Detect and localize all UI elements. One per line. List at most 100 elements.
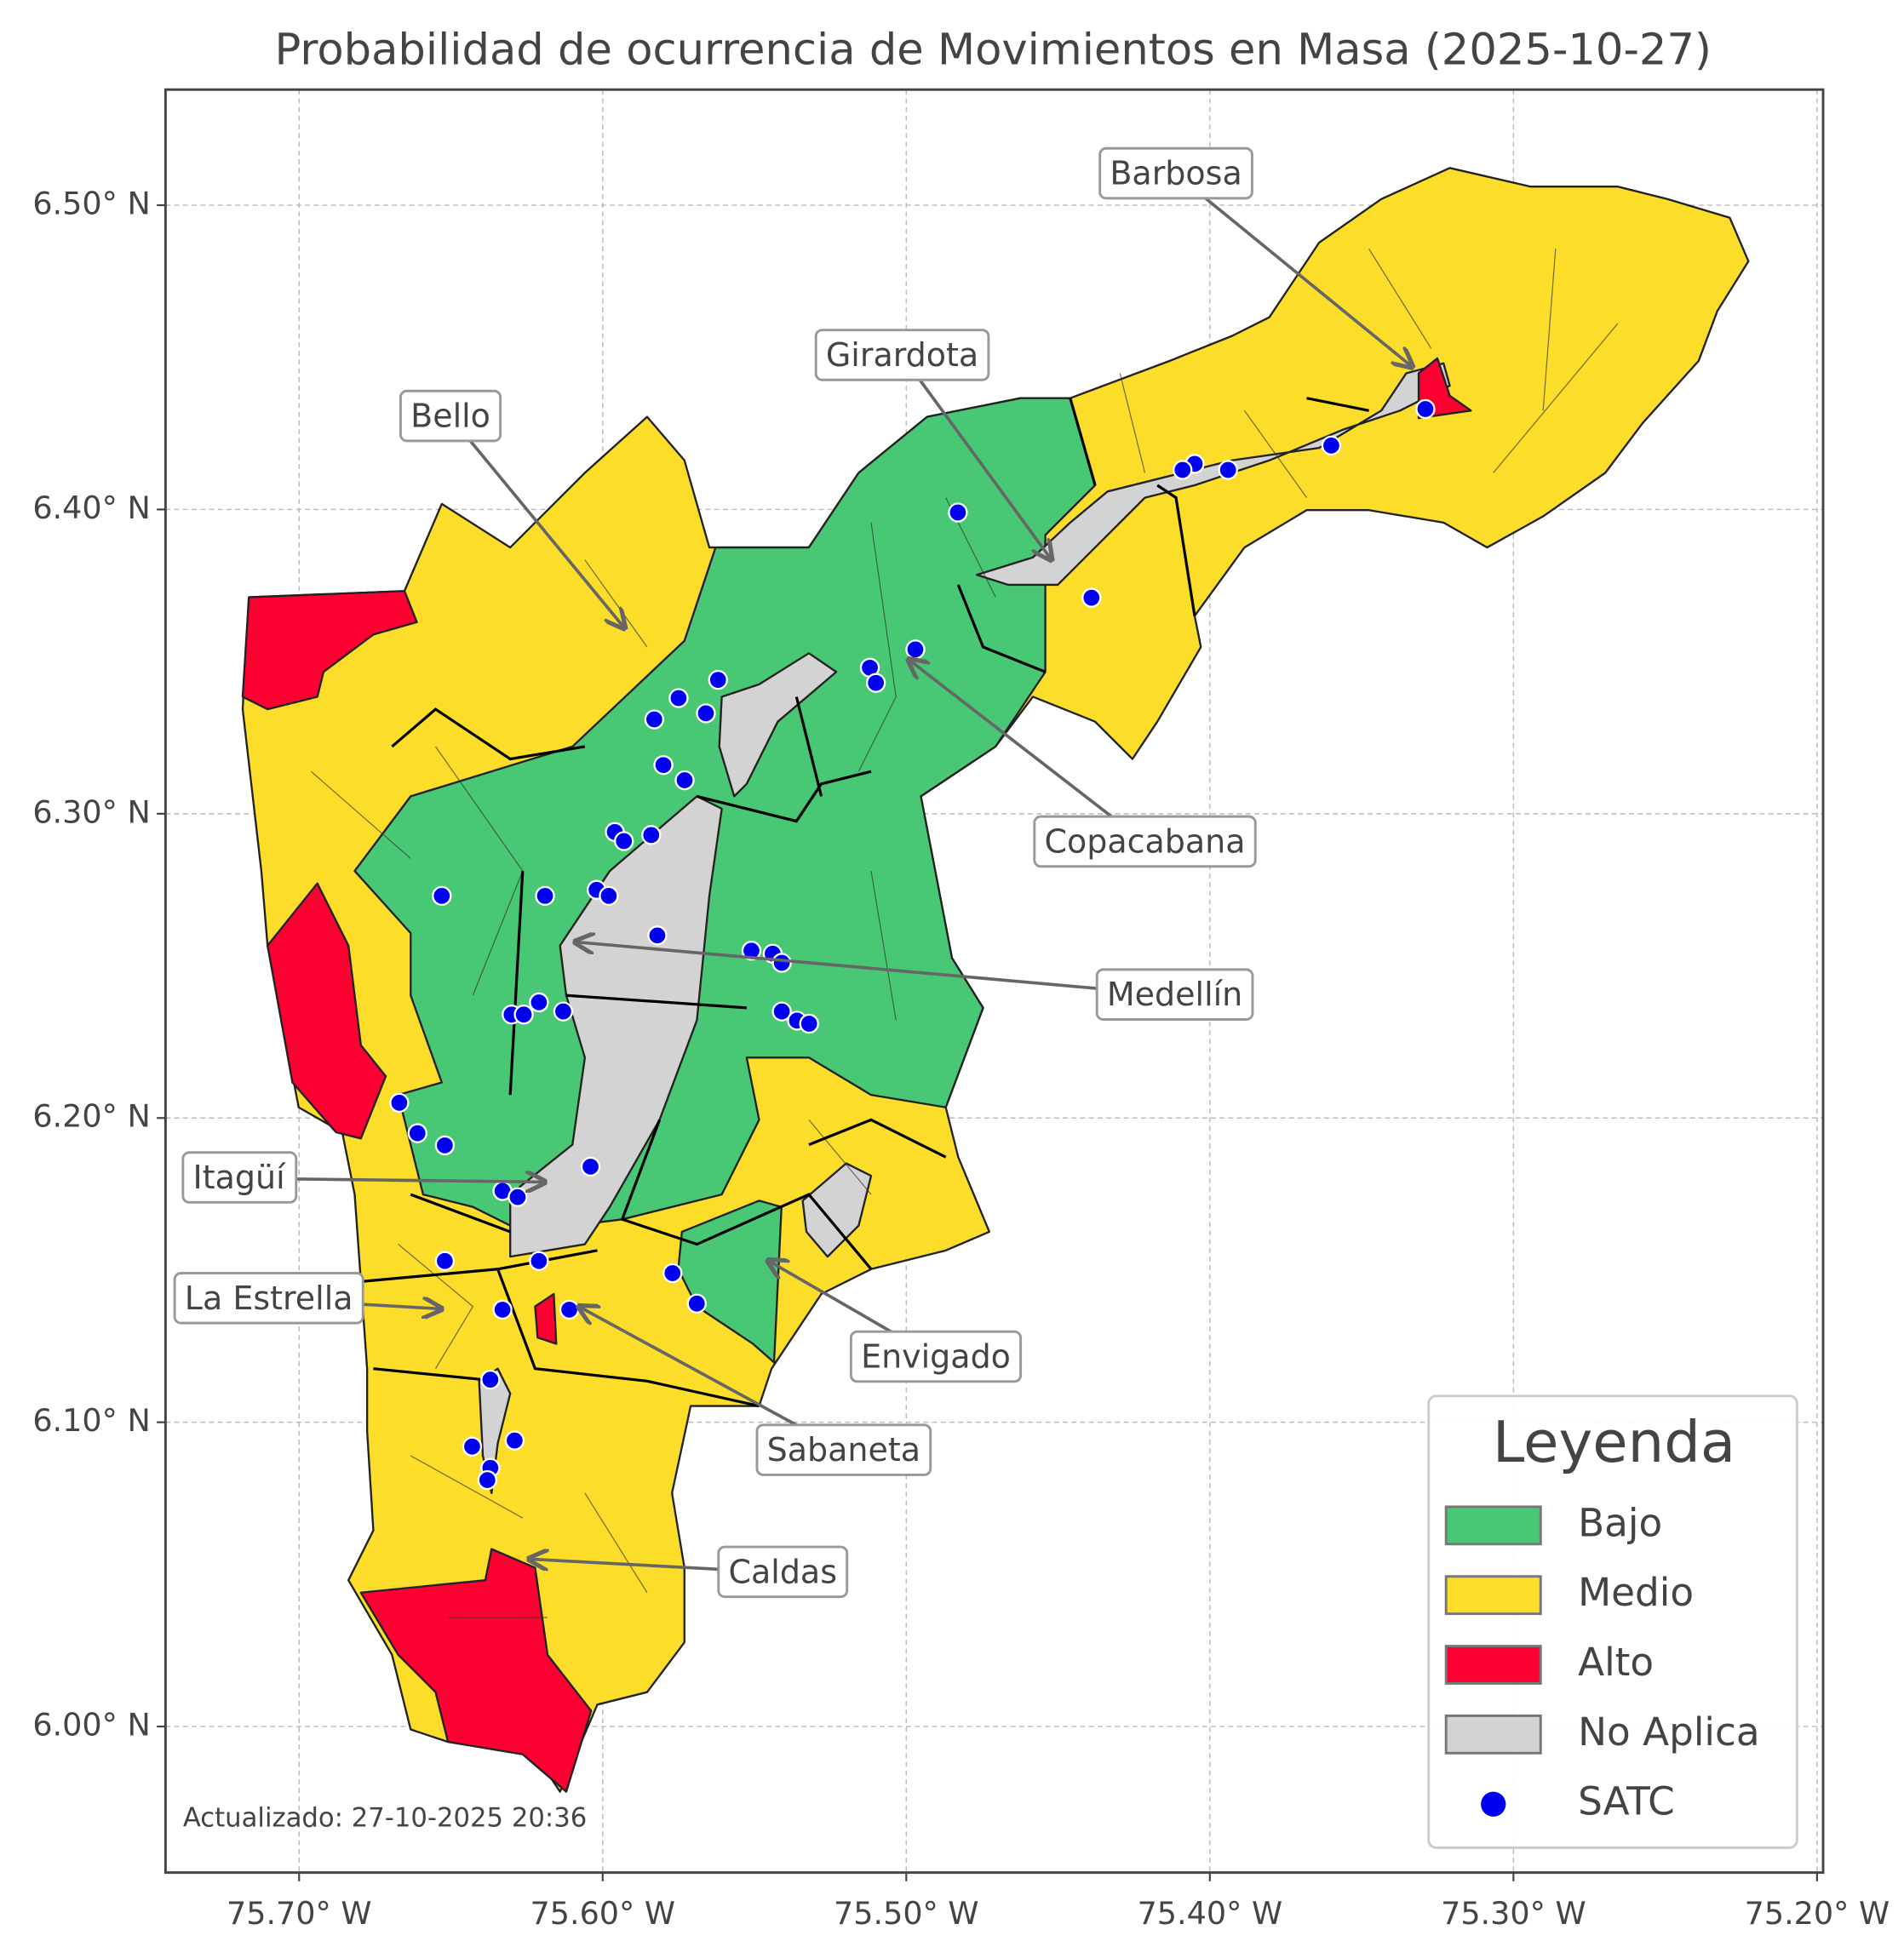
legend-marker bbox=[1481, 1791, 1506, 1817]
annotation-box bbox=[1095, 968, 1254, 1021]
satc-point bbox=[674, 770, 695, 791]
region-alto bbox=[267, 882, 387, 1140]
annotation-box bbox=[755, 1423, 932, 1476]
annotation-label: Sabaneta bbox=[767, 1431, 920, 1469]
satc-point bbox=[529, 992, 549, 1013]
y-tick-label: 6.40° N bbox=[32, 490, 150, 526]
annotation-box bbox=[173, 1272, 364, 1325]
annotation-label: Barbosa bbox=[1110, 155, 1242, 192]
satc-point bbox=[480, 1369, 501, 1390]
satc-point bbox=[432, 885, 452, 907]
satc-point bbox=[647, 925, 668, 946]
satc-point bbox=[407, 1123, 427, 1143]
satc-point bbox=[1415, 398, 1436, 420]
annotation: Envigado bbox=[768, 1261, 1023, 1383]
annotation: La Estrella bbox=[173, 1272, 442, 1325]
annotation-label: Copacabana bbox=[1044, 822, 1245, 860]
annotation-box bbox=[717, 1545, 849, 1599]
legend-swatch bbox=[1444, 1575, 1542, 1616]
annotation-label: Medellín bbox=[1107, 976, 1242, 1013]
satc-point bbox=[865, 673, 886, 693]
legend-label: Bajo bbox=[1578, 1500, 1662, 1545]
annotation: Bello bbox=[399, 389, 624, 628]
region-no-aplica bbox=[509, 795, 723, 1258]
legend-swatch bbox=[1444, 1714, 1542, 1755]
annotation-box bbox=[1033, 815, 1257, 868]
satc-point bbox=[1321, 435, 1342, 456]
y-tick-label: 6.10° N bbox=[32, 1402, 150, 1439]
footnote: Actualizado: 27-10-2025 20:36 bbox=[183, 1803, 587, 1833]
satc-point bbox=[644, 709, 665, 730]
annotation-label: La Estrella bbox=[185, 1280, 353, 1317]
x-tick-label: 75.30° W bbox=[1441, 1895, 1586, 1932]
annotation-label: Caldas bbox=[728, 1553, 837, 1590]
y-tick-label: 6.30° N bbox=[32, 793, 150, 830]
satc-point bbox=[1218, 460, 1238, 480]
satc-point bbox=[477, 1469, 497, 1491]
annotation-arrow bbox=[1174, 173, 1413, 368]
satc-point bbox=[580, 1156, 601, 1177]
satc-point bbox=[641, 825, 662, 845]
legend-swatch bbox=[1444, 1645, 1542, 1685]
annotation: Sabaneta bbox=[579, 1307, 932, 1476]
satc-point bbox=[434, 1251, 456, 1271]
annotation-label: Bello bbox=[410, 398, 490, 435]
map-title: Probabilidad de ocurrencia de Movimiento… bbox=[274, 25, 1711, 75]
annotation-arrow bbox=[909, 660, 1146, 844]
region-alto bbox=[241, 590, 418, 711]
annotation-label: Envigado bbox=[861, 1337, 1011, 1375]
satc-point bbox=[529, 1251, 549, 1271]
satc-point bbox=[504, 1430, 525, 1451]
annotations: Barbosa Girardota Bello Copacabana Medellín I… bbox=[173, 146, 1413, 1599]
satc-point bbox=[513, 1005, 534, 1025]
satc-point bbox=[741, 940, 762, 961]
satc-point bbox=[653, 754, 674, 776]
annotation-arrow bbox=[901, 354, 1052, 560]
annotation: Copacabana bbox=[909, 660, 1257, 868]
satc-point bbox=[708, 669, 728, 690]
annotation: Itagüí bbox=[181, 1151, 545, 1204]
satc-point bbox=[799, 1013, 819, 1034]
annotation-label: Girardota bbox=[826, 336, 978, 374]
points bbox=[389, 398, 1436, 1491]
legend-label: SATC bbox=[1578, 1779, 1675, 1824]
legend-label: No Aplica bbox=[1578, 1709, 1760, 1755]
annotation-box bbox=[849, 1330, 1023, 1383]
y-tick-label: 6.20° N bbox=[32, 1098, 150, 1135]
region-no-aplica bbox=[718, 652, 838, 798]
annotation-arrow bbox=[575, 942, 1175, 998]
satc-point bbox=[905, 639, 926, 660]
satc-point bbox=[1173, 460, 1193, 480]
x-tick-label: 75.20° W bbox=[1745, 1895, 1890, 1932]
municipal-boundary bbox=[360, 397, 1369, 1408]
x-tick-label: 75.50° W bbox=[834, 1895, 979, 1932]
satc-point bbox=[508, 1187, 528, 1207]
legend-swatch bbox=[1444, 1505, 1542, 1546]
satc-point bbox=[662, 1263, 683, 1284]
satc-point bbox=[668, 688, 689, 708]
region-alto bbox=[534, 1292, 558, 1345]
legend-title: Leyenda bbox=[1493, 1409, 1735, 1475]
y-tick-label: 6.50° N bbox=[32, 186, 150, 222]
annotation-box bbox=[814, 329, 990, 381]
region-no-aplica bbox=[801, 1162, 873, 1258]
satc-point bbox=[389, 1092, 410, 1114]
satc-point bbox=[686, 1293, 707, 1314]
region-no-aplica bbox=[976, 362, 1451, 587]
region-alto bbox=[359, 1548, 593, 1793]
annotation: Caldas bbox=[529, 1545, 849, 1599]
x-tick-label: 75.60° W bbox=[530, 1895, 676, 1932]
region-medio bbox=[241, 167, 1750, 1793]
satc-point bbox=[434, 1135, 456, 1156]
legend-label: Medio bbox=[1578, 1570, 1694, 1615]
satc-point bbox=[696, 703, 716, 724]
satc-point bbox=[559, 1299, 580, 1320]
region-bajo bbox=[353, 397, 1097, 1234]
x-tick-label: 75.40° W bbox=[1138, 1895, 1283, 1932]
legend: Leyenda Bajo Medio Alto No Aplica SATC bbox=[1427, 1394, 1798, 1849]
regions bbox=[241, 167, 1750, 1793]
annotation-label: Itagüí bbox=[193, 1159, 287, 1196]
satc-point bbox=[553, 1001, 574, 1022]
satc-point bbox=[771, 1001, 792, 1022]
